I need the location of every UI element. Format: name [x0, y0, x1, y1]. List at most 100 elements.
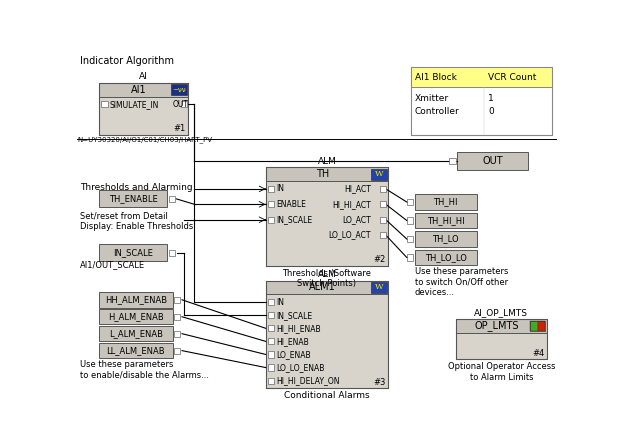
Bar [175, 331, 181, 337]
Text: IN: IN [277, 184, 285, 194]
Text: AI1/OUT_SCALE: AI1/OUT_SCALE [80, 260, 145, 269]
Bar [99, 326, 173, 341]
Bar [407, 236, 413, 242]
Text: Set/reset from Detail
Display: Enable Thresholds: Set/reset from Detail Display: Enable Th… [80, 211, 193, 231]
Text: Use these parameters
to switch On/Off other
devices...: Use these parameters to switch On/Off ot… [415, 267, 508, 297]
Text: TH_HI: TH_HI [433, 198, 457, 206]
Text: Controller: Controller [415, 107, 459, 117]
Text: Optional Operator Access
to Alarm Limits: Optional Operator Access to Alarm Limits [448, 362, 555, 381]
Text: ALM1: ALM1 [309, 283, 335, 292]
Text: W: W [374, 283, 383, 291]
Bar [169, 250, 175, 256]
Text: IN: IN [277, 298, 285, 307]
Bar [175, 314, 181, 320]
Text: L_ALM_ENAB: L_ALM_ENAB [109, 329, 163, 338]
Text: TH_HI_HI: TH_HI_HI [426, 216, 464, 225]
Text: IN_SCALE: IN_SCALE [277, 215, 313, 224]
Text: TH_LO: TH_LO [432, 235, 459, 243]
Text: SIMULATE_IN: SIMULATE_IN [109, 100, 158, 109]
Bar [457, 152, 529, 170]
Bar [99, 83, 188, 97]
Text: LO_LO_ACT: LO_LO_ACT [329, 231, 371, 239]
Text: LO_ACT: LO_ACT [342, 215, 371, 224]
Bar [99, 343, 173, 358]
Text: ENABLE: ENABLE [277, 200, 306, 209]
Text: Thresholds and Alarming: Thresholds and Alarming [80, 183, 193, 192]
Bar [268, 364, 274, 371]
Text: OUT: OUT [482, 156, 503, 166]
Bar [268, 201, 274, 207]
Text: HI_ENAB: HI_ENAB [277, 337, 310, 346]
Bar [379, 186, 386, 192]
Text: HI_HI_ACT: HI_HI_ACT [332, 200, 371, 209]
Text: W: W [374, 170, 383, 178]
Bar [102, 101, 108, 107]
Bar [99, 83, 188, 135]
Text: OP_LMTS: OP_LMTS [474, 320, 519, 332]
Bar [268, 352, 274, 357]
Bar [407, 218, 413, 223]
Text: VCR Count: VCR Count [488, 73, 537, 82]
Bar [371, 169, 387, 180]
Bar [268, 299, 274, 305]
Text: AI_OP_LMTS: AI_OP_LMTS [474, 308, 528, 318]
Bar [415, 213, 477, 228]
Bar [379, 232, 386, 238]
Bar [456, 319, 547, 333]
Bar [530, 320, 545, 332]
Bar [268, 338, 274, 344]
Bar [99, 309, 173, 324]
Text: Use these parameters
to enable/disable the Alarms...: Use these parameters to enable/disable t… [80, 360, 209, 379]
Bar [407, 255, 413, 260]
Text: Xmitter: Xmitter [415, 93, 449, 102]
Text: IN_SCALE: IN_SCALE [277, 311, 313, 320]
Bar [266, 280, 388, 295]
Bar [99, 83, 188, 135]
Bar [266, 280, 388, 388]
Bar [415, 250, 477, 265]
Bar [456, 319, 547, 359]
Bar [266, 167, 388, 266]
Bar [169, 196, 175, 202]
Text: LL_ALM_ENAB: LL_ALM_ENAB [106, 346, 165, 355]
Text: ~νν: ~νν [172, 87, 186, 93]
Text: Thresholds (Software
Switch Points): Thresholds (Software Switch Points) [282, 269, 371, 288]
Text: 0: 0 [488, 107, 494, 117]
Text: #2: #2 [374, 255, 386, 264]
Bar [379, 217, 386, 223]
Bar [266, 167, 388, 181]
Text: AI1: AI1 [131, 85, 147, 95]
Text: HI_HI_ENAB: HI_HI_ENAB [277, 324, 321, 333]
Text: #1: #1 [173, 125, 186, 134]
Text: TH_ENABLE: TH_ENABLE [109, 194, 158, 203]
Bar [99, 244, 167, 261]
Bar [268, 186, 274, 192]
Text: Conditional Alarms: Conditional Alarms [284, 392, 370, 401]
Bar [415, 194, 477, 210]
Text: TH_LO_LO: TH_LO_LO [425, 253, 467, 262]
Bar [268, 217, 274, 223]
Text: TH: TH [316, 169, 329, 179]
Bar [410, 87, 552, 135]
Bar [171, 84, 187, 95]
Text: OUT: OUT [173, 100, 189, 109]
Bar [456, 319, 547, 359]
Text: AI: AI [139, 72, 148, 81]
Bar [268, 312, 274, 318]
Bar [99, 292, 173, 307]
Bar [379, 201, 386, 207]
Bar [407, 199, 413, 205]
Text: AI1 Block: AI1 Block [415, 73, 456, 82]
Bar [181, 101, 188, 107]
Bar [415, 231, 477, 247]
Text: 1: 1 [488, 93, 494, 102]
Text: LO_ENAB: LO_ENAB [277, 350, 311, 359]
Text: Indicator Algorithm: Indicator Algorithm [80, 56, 174, 66]
Text: #3: #3 [373, 378, 386, 387]
Text: ALM: ALM [318, 157, 336, 166]
Text: IN_SCALE: IN_SCALE [113, 248, 153, 257]
Bar [530, 320, 538, 332]
Text: HI_ACT: HI_ACT [344, 184, 371, 194]
Bar [268, 325, 274, 332]
Bar [410, 67, 552, 135]
